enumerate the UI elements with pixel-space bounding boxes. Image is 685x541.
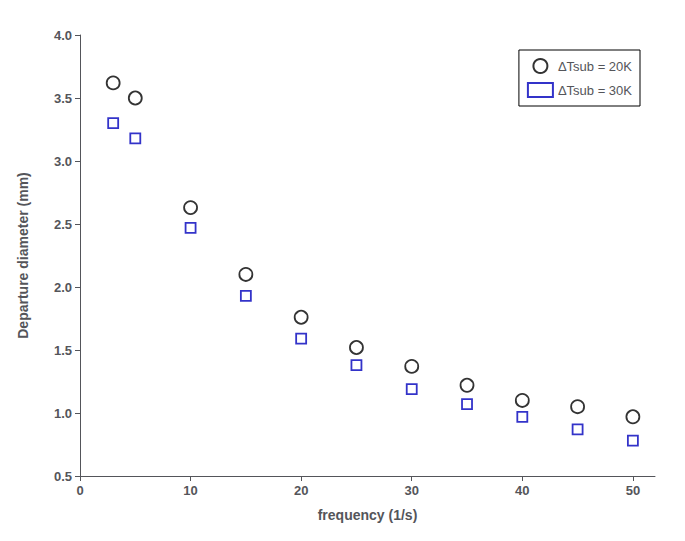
svg-text:2.5: 2.5	[54, 217, 72, 232]
svg-text:0: 0	[76, 483, 83, 498]
svg-text:ΔTsub = 20K: ΔTsub = 20K	[558, 59, 632, 74]
svg-text:frequency (1/s): frequency (1/s)	[318, 507, 418, 523]
svg-text:1.0: 1.0	[54, 406, 72, 421]
svg-text:0.5: 0.5	[54, 469, 72, 484]
svg-text:50: 50	[626, 483, 640, 498]
svg-text:3.0: 3.0	[54, 154, 72, 169]
svg-text:Departure diameter (mm): Departure diameter (mm)	[15, 172, 31, 339]
svg-text:4.0: 4.0	[54, 28, 72, 43]
svg-text:10: 10	[183, 483, 197, 498]
svg-text:3.5: 3.5	[54, 91, 72, 106]
svg-text:2.0: 2.0	[54, 280, 72, 295]
svg-text:40: 40	[515, 483, 529, 498]
svg-text:1.5: 1.5	[54, 343, 72, 358]
svg-text:ΔTsub = 30K: ΔTsub = 30K	[558, 83, 632, 98]
svg-text:30: 30	[404, 483, 418, 498]
svg-text:20: 20	[294, 483, 308, 498]
